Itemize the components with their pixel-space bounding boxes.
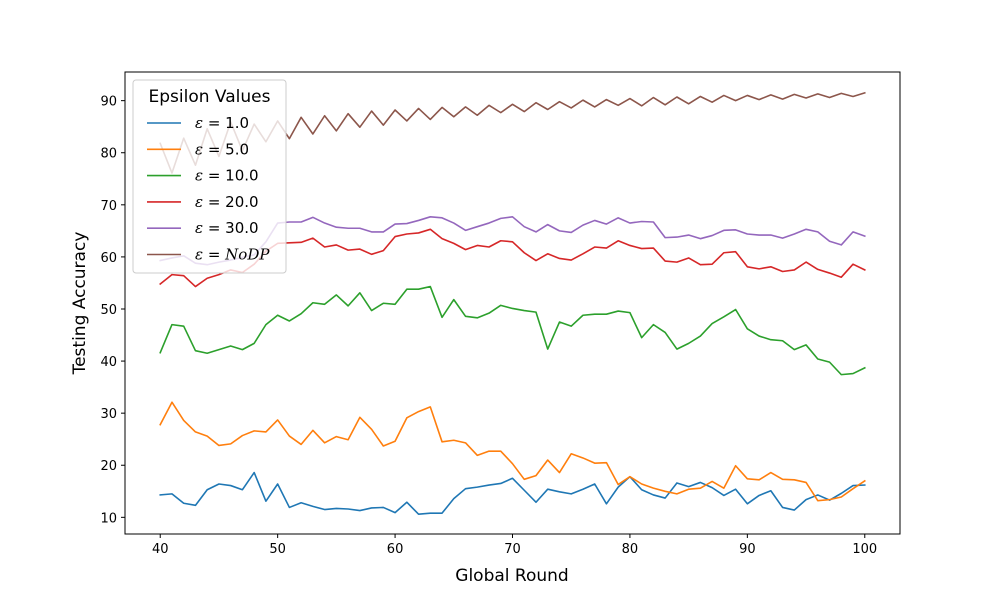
y-axis: 10 20 30 40 50 60 70 80 90 bbox=[100, 95, 125, 526]
y-axis-label: Testing Accuracy bbox=[70, 232, 90, 376]
y-tick-label: 40 bbox=[100, 355, 117, 370]
x-axis: 40 50 60 70 80 90 100 bbox=[152, 534, 877, 557]
y-tick-label: 10 bbox=[100, 511, 117, 526]
y-tick-label: 60 bbox=[100, 251, 117, 266]
x-tick-label: 60 bbox=[387, 542, 404, 557]
legend: Epsilon Values ε = 1.0ε = 5.0ε = 10.0ε =… bbox=[132, 79, 287, 274]
legend-entries: ε = 1.0 ε = 5.0 ε = 10.0 ε = 20.0 ε = 30.0 ε … bbox=[147, 114, 270, 264]
legend-box bbox=[132, 79, 287, 274]
y-tick-label: 20 bbox=[100, 459, 117, 474]
legend-entry-label: ε = 10.0 bbox=[195, 167, 259, 185]
series-line-1 bbox=[159, 401, 866, 502]
y-tick-label: 30 bbox=[100, 407, 117, 422]
legend-entry-label: ε = 20.0 bbox=[195, 193, 259, 211]
y-tick-label: 70 bbox=[100, 199, 117, 214]
series-line-0 bbox=[159, 471, 866, 516]
legend-entry-label: ε = 1.0 bbox=[195, 114, 249, 132]
y-tick-label: 50 bbox=[100, 303, 117, 318]
series-line-2 bbox=[159, 285, 866, 376]
legend-entry-label: ε = 5.0 bbox=[195, 140, 249, 158]
x-axis-label: Global Round bbox=[455, 566, 568, 586]
x-tick-label: 70 bbox=[504, 542, 521, 557]
x-tick-label: 90 bbox=[739, 542, 756, 557]
x-tick-label: 40 bbox=[152, 542, 169, 557]
legend-entry-label: ε = NoDP bbox=[195, 246, 270, 264]
x-tick-label: 50 bbox=[269, 542, 286, 557]
x-tick-label: 100 bbox=[852, 542, 877, 557]
x-tick-label: 80 bbox=[622, 542, 639, 557]
y-tick-label: 80 bbox=[100, 147, 117, 162]
legend-entry-label: ε = 30.0 bbox=[195, 219, 259, 237]
legend-title: Epsilon Values bbox=[149, 87, 271, 107]
y-tick-label: 90 bbox=[100, 95, 117, 110]
